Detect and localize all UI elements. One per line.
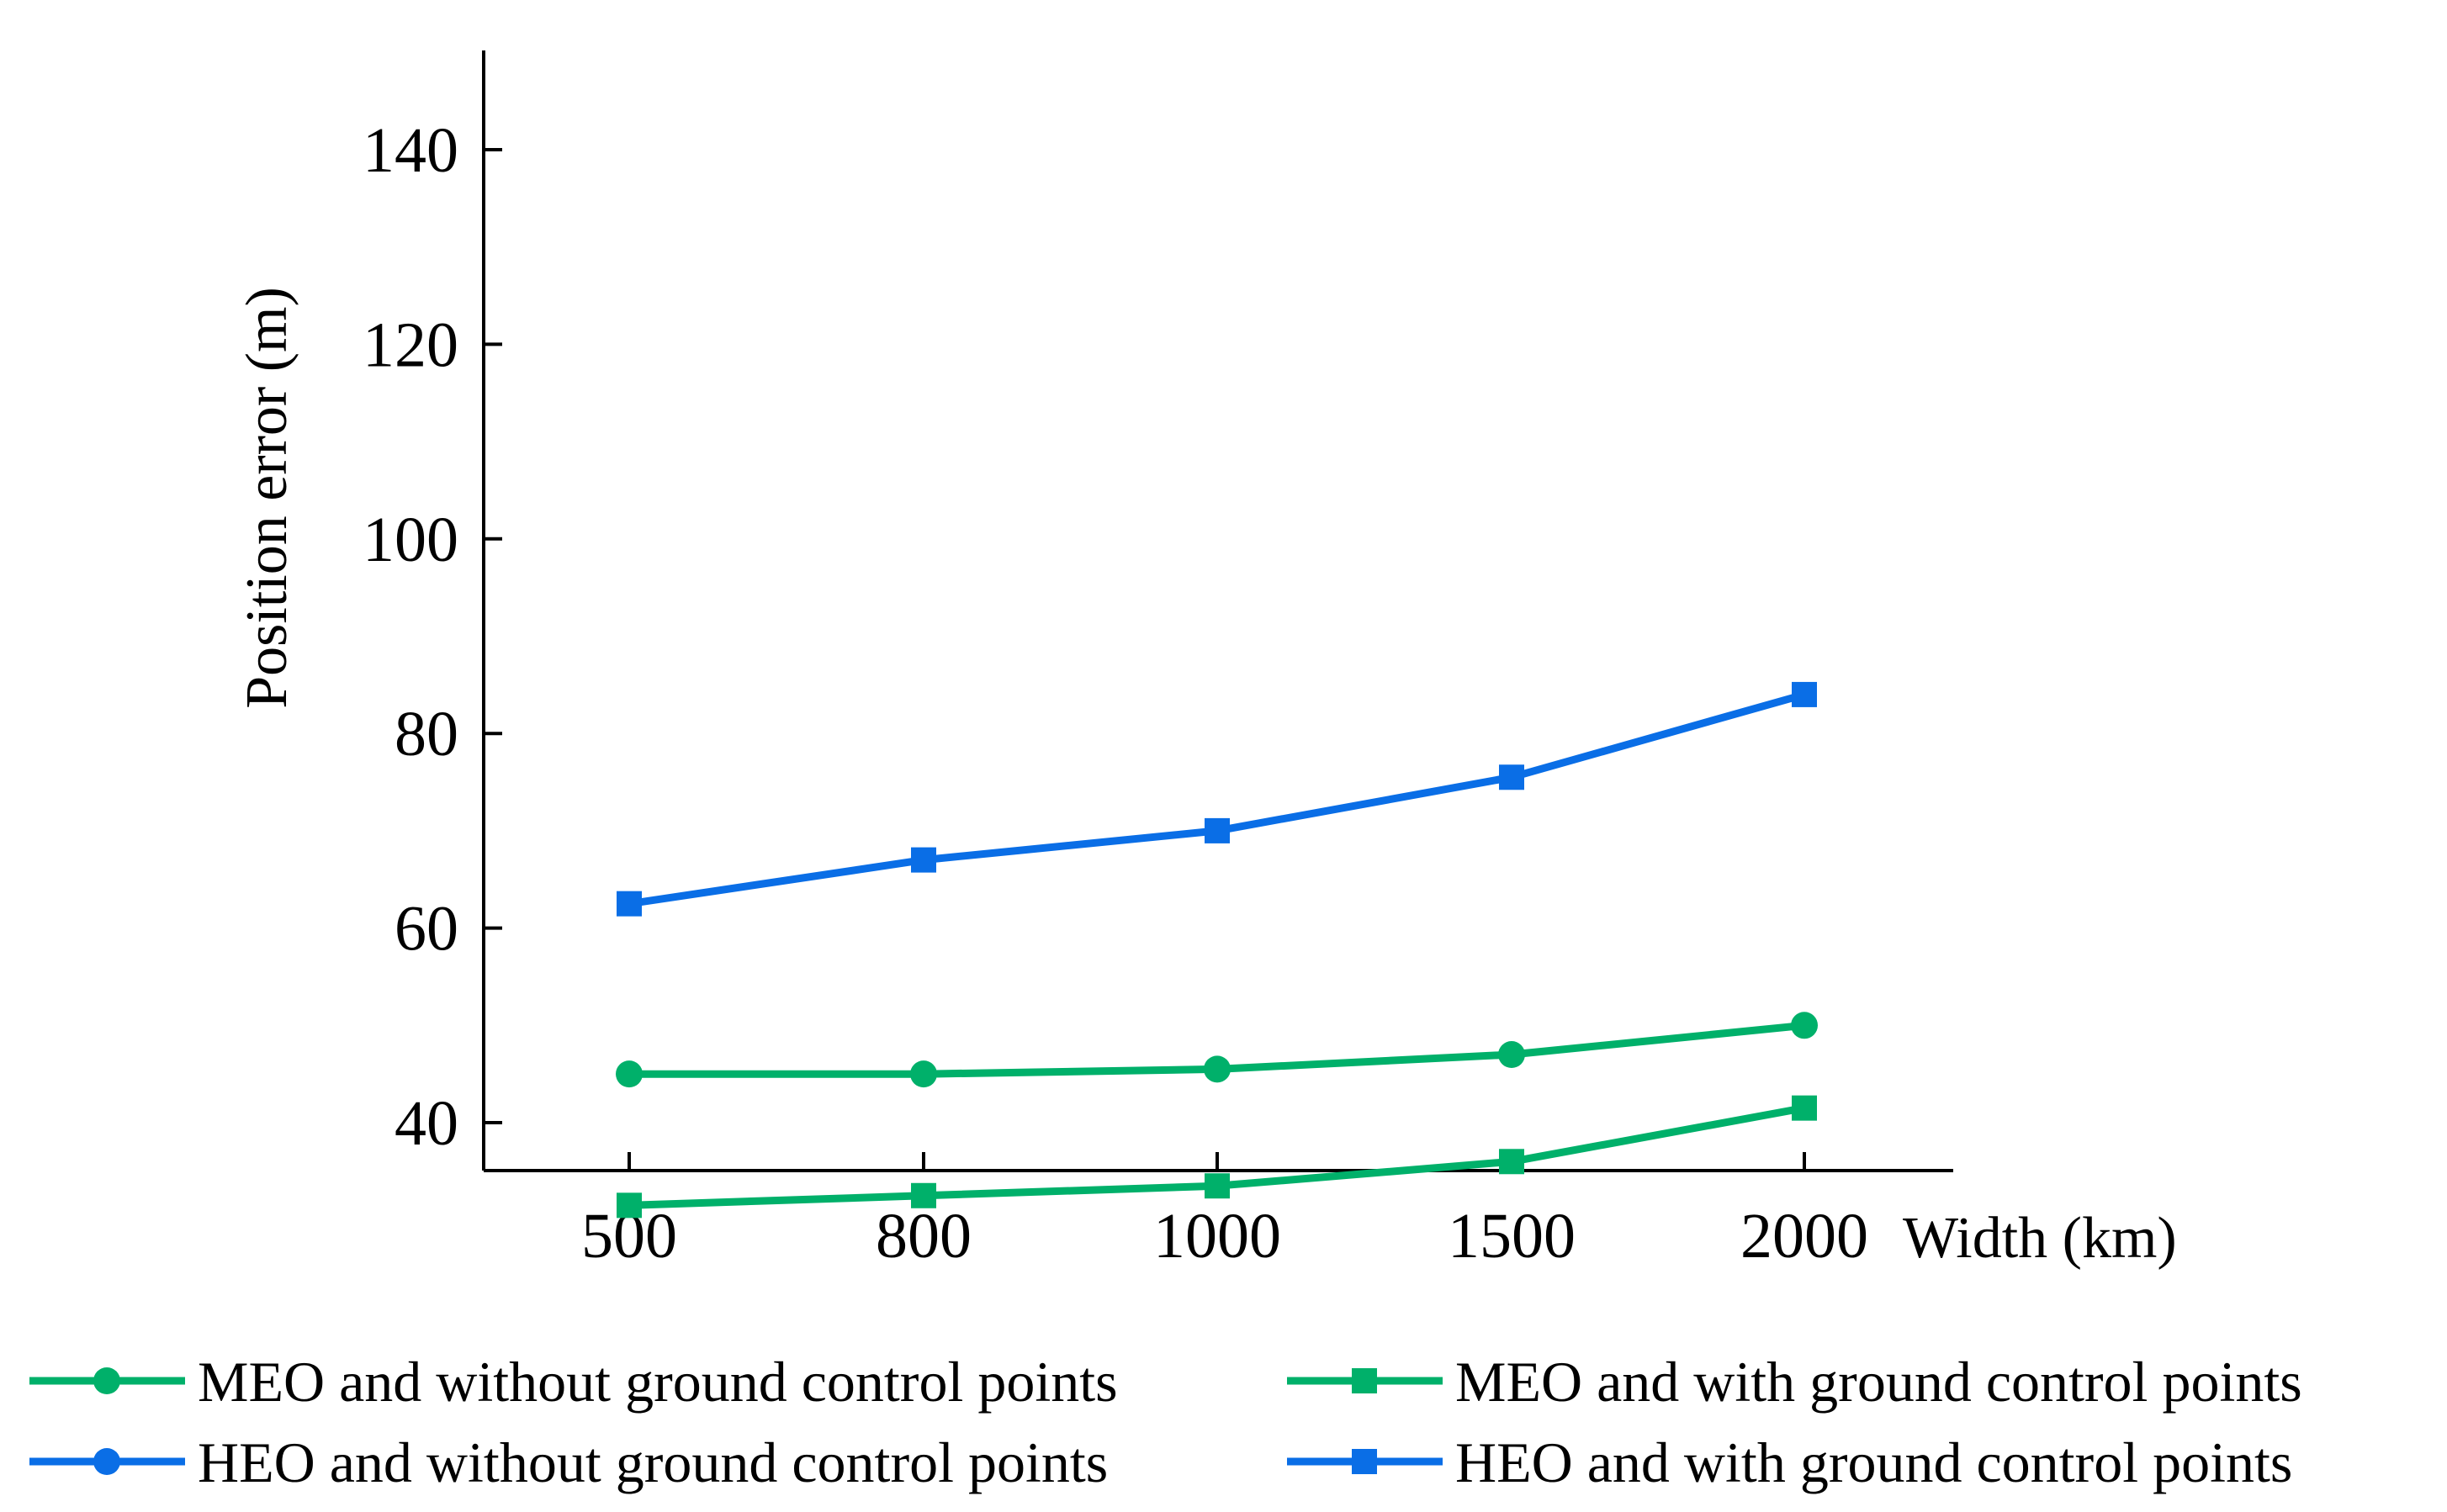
y-tick-label: 100 bbox=[363, 505, 458, 575]
y-tick-label: 40 bbox=[395, 1088, 458, 1159]
data-point bbox=[617, 1192, 642, 1219]
legend-label: HEO and with ground control points bbox=[1455, 1430, 2292, 1494]
data-point bbox=[616, 1060, 643, 1088]
y-axis-label: Position error (m) bbox=[235, 287, 299, 709]
data-point bbox=[617, 891, 642, 917]
legend-marker bbox=[1352, 1368, 1377, 1393]
x-tick-label: 1500 bbox=[1448, 1201, 1576, 1271]
data-point bbox=[1792, 681, 1817, 707]
legend-item: MEO and without ground control points bbox=[29, 1350, 1118, 1414]
y-tick-label: 80 bbox=[395, 699, 458, 769]
x-tick-label: 800 bbox=[876, 1201, 972, 1271]
x-axis-label: Width (km) bbox=[1903, 1206, 2177, 1271]
y-axis-ticks: 406080100120140160180200220240260 bbox=[363, 115, 502, 1159]
y-tick-label: 120 bbox=[363, 309, 458, 380]
data-point bbox=[1791, 1012, 1818, 1039]
series-line bbox=[628, 690, 1806, 908]
data-point bbox=[910, 1060, 937, 1088]
data-point bbox=[1499, 764, 1524, 790]
legend: MEO and without ground control points MEO… bbox=[29, 1350, 2302, 1494]
data-point bbox=[1499, 1149, 1524, 1175]
data-point bbox=[1792, 1095, 1817, 1121]
x-tick-label: 1000 bbox=[1153, 1201, 1281, 1271]
x-tick-label: 2000 bbox=[1740, 1201, 1868, 1271]
legend-item: HEO and without ground control points bbox=[29, 1430, 1108, 1494]
data-point bbox=[911, 847, 936, 873]
legend-marker bbox=[1352, 1449, 1377, 1474]
y-tick-label: 140 bbox=[363, 115, 458, 186]
series-4 bbox=[617, 681, 1817, 917]
series-2 bbox=[617, 1095, 1817, 1219]
legend-item: MEO and with ground control points bbox=[1287, 1350, 2302, 1414]
legend-marker bbox=[93, 1367, 120, 1394]
data-point bbox=[911, 1182, 936, 1208]
y-tick-label: 60 bbox=[395, 894, 458, 965]
series-1 bbox=[616, 1012, 1818, 1088]
data-point bbox=[1204, 1055, 1231, 1083]
legend-item: HEO and with ground control points bbox=[1287, 1430, 2292, 1494]
data-point bbox=[1498, 1041, 1525, 1069]
data-point bbox=[1205, 1173, 1230, 1199]
axes bbox=[482, 50, 1953, 1172]
legend-label: MEO and without ground control points bbox=[198, 1350, 1118, 1414]
legend-label: MEO and with ground control points bbox=[1455, 1350, 2302, 1414]
legend-marker bbox=[93, 1448, 120, 1475]
data-point bbox=[1205, 817, 1230, 843]
series-group bbox=[616, 681, 1818, 1219]
legend-label: HEO and without ground control points bbox=[198, 1430, 1108, 1494]
